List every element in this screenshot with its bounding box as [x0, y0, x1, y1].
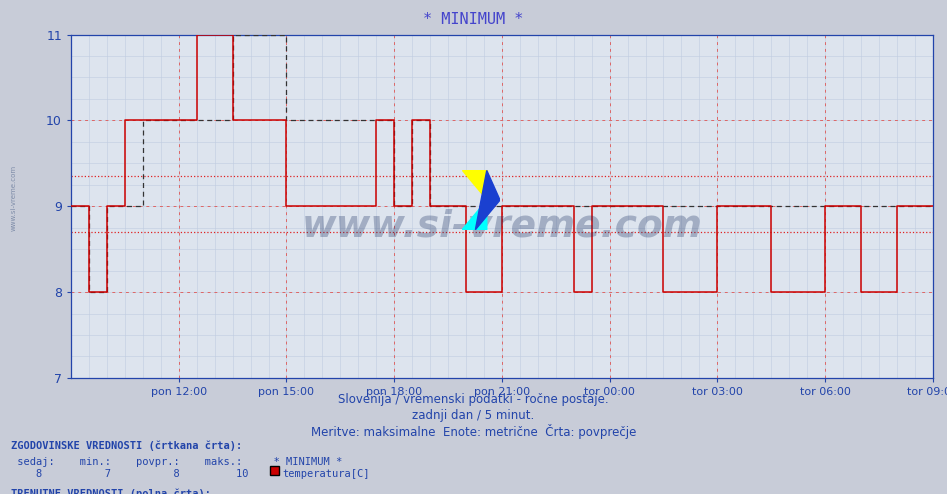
Polygon shape: [462, 200, 487, 230]
Text: Meritve: maksimalne  Enote: metrične  Črta: povprečje: Meritve: maksimalne Enote: metrične Črta…: [311, 424, 636, 439]
Text: temperatura[C]: temperatura[C]: [282, 469, 369, 479]
Polygon shape: [475, 170, 500, 230]
Text: www.si-vreme.com: www.si-vreme.com: [10, 165, 16, 231]
Text: 8          7          8         10: 8 7 8 10: [11, 469, 249, 479]
Text: Slovenija / vremenski podatki - ročne postaje.: Slovenija / vremenski podatki - ročne po…: [338, 393, 609, 406]
Text: ZGODOVINSKE VREDNOSTI (črtkana črta):: ZGODOVINSKE VREDNOSTI (črtkana črta):: [11, 441, 242, 451]
Text: zadnji dan / 5 minut.: zadnji dan / 5 minut.: [412, 409, 535, 421]
Polygon shape: [462, 170, 487, 200]
Text: * MINIMUM *: * MINIMUM *: [423, 12, 524, 27]
Text: www.si-vreme.com: www.si-vreme.com: [301, 209, 703, 245]
Text: TRENUTNE VREDNOSTI (polna črta):: TRENUTNE VREDNOSTI (polna črta):: [11, 488, 211, 494]
Text: sedaj:    min.:    povpr.:    maks.:     * MINIMUM *: sedaj: min.: povpr.: maks.: * MINIMUM *: [11, 457, 343, 467]
